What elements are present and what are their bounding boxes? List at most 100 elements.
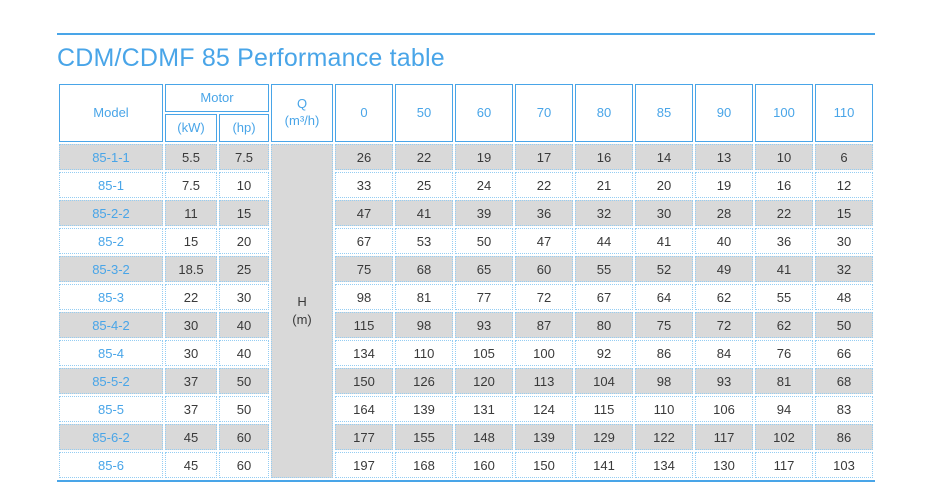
table-row: 85-4-2 30 40 115 98 93 87 80 75 72 62 50 <box>59 312 874 338</box>
motor-hp-cell: 10 <box>219 172 270 198</box>
value-cell: 150 <box>335 368 394 394</box>
value-cell: 115 <box>335 312 394 338</box>
value-cell: 110 <box>395 340 454 366</box>
q-unit: (m³/h) <box>284 113 320 128</box>
value-cell: 19 <box>455 144 514 170</box>
value-cell: 12 <box>815 172 874 198</box>
h-label: H <box>297 294 307 310</box>
value-cell: 22 <box>755 200 814 226</box>
value-cell: 41 <box>755 256 814 282</box>
value-cell: 55 <box>575 256 634 282</box>
header-motor-kw: (kW) <box>165 114 217 142</box>
header-row-top: Model Motor Q (m³/h) 0 50 60 70 80 85 90 100 110 <box>59 84 874 142</box>
motor-hp-cell: 60 <box>219 452 270 478</box>
value-cell: 39 <box>455 200 514 226</box>
value-cell: 148 <box>455 424 514 450</box>
value-cell: 81 <box>395 284 454 310</box>
value-cell: 16 <box>755 172 814 198</box>
header-motor-hp: (hp) <box>219 114 270 142</box>
value-cell: 16 <box>575 144 634 170</box>
motor-hp-cell: 40 <box>219 340 270 366</box>
motor-hp-cell: 7.5 <box>219 144 270 170</box>
h-unit: (m) <box>292 312 312 327</box>
motor-hp-cell: 40 <box>219 312 270 338</box>
value-cell: 110 <box>635 396 694 422</box>
value-cell: 102 <box>755 424 814 450</box>
value-cell: 68 <box>395 256 454 282</box>
value-cell: 84 <box>695 340 754 366</box>
value-cell: 62 <box>755 312 814 338</box>
table-row: 85-4 30 40 134 110 105 100 92 86 84 76 66 <box>59 340 874 366</box>
value-cell: 66 <box>815 340 874 366</box>
model-cell: 85-4 <box>59 340 163 366</box>
value-cell: 47 <box>515 228 574 254</box>
value-cell: 22 <box>515 172 574 198</box>
value-cell: 139 <box>395 396 454 422</box>
value-cell: 98 <box>395 312 454 338</box>
model-cell: 85-2-2 <box>59 200 163 226</box>
motor-kw-cell: 30 <box>165 340 217 366</box>
value-cell: 64 <box>635 284 694 310</box>
value-cell: 177 <box>335 424 394 450</box>
value-cell: 50 <box>455 228 514 254</box>
performance-sheet: CDM/CDMF 85 Performance table Model Moto… <box>57 0 875 482</box>
value-cell: 60 <box>515 256 574 282</box>
motor-kw-cell: 30 <box>165 312 217 338</box>
value-cell: 115 <box>575 396 634 422</box>
value-cell: 76 <box>755 340 814 366</box>
model-cell: 85-6-2 <box>59 424 163 450</box>
value-cell: 122 <box>635 424 694 450</box>
value-cell: 103 <box>815 452 874 478</box>
value-cell: 134 <box>635 452 694 478</box>
model-cell: 85-5 <box>59 396 163 422</box>
value-cell: 87 <box>515 312 574 338</box>
value-cell: 21 <box>575 172 634 198</box>
value-cell: 164 <box>335 396 394 422</box>
value-cell: 117 <box>755 452 814 478</box>
motor-kw-cell: 18.5 <box>165 256 217 282</box>
value-cell: 40 <box>695 228 754 254</box>
value-cell: 86 <box>815 424 874 450</box>
motor-hp-cell: 15 <box>219 200 270 226</box>
value-cell: 14 <box>635 144 694 170</box>
value-cell: 104 <box>575 368 634 394</box>
motor-kw-cell: 11 <box>165 200 217 226</box>
value-cell: 197 <box>335 452 394 478</box>
value-cell: 53 <box>395 228 454 254</box>
value-cell: 15 <box>815 200 874 226</box>
model-cell: 85-6 <box>59 452 163 478</box>
value-cell: 94 <box>755 396 814 422</box>
value-cell: 48 <box>815 284 874 310</box>
value-cell: 98 <box>335 284 394 310</box>
value-cell: 22 <box>395 144 454 170</box>
header-motor: Motor <box>165 84 270 112</box>
value-cell: 32 <box>575 200 634 226</box>
value-cell: 52 <box>635 256 694 282</box>
value-cell: 6 <box>815 144 874 170</box>
value-cell: 44 <box>575 228 634 254</box>
value-cell: 130 <box>695 452 754 478</box>
value-cell: 55 <box>755 284 814 310</box>
value-cell: 20 <box>635 172 694 198</box>
value-cell: 124 <box>515 396 574 422</box>
table-row: 85-2 15 20 67 53 50 47 44 41 40 36 30 <box>59 228 874 254</box>
value-cell: 129 <box>575 424 634 450</box>
header-flow-110: 110 <box>815 84 874 142</box>
header-flow-85: 85 <box>635 84 694 142</box>
value-cell: 28 <box>695 200 754 226</box>
value-cell: 81 <box>755 368 814 394</box>
header-flow-70: 70 <box>515 84 574 142</box>
header-flow-50: 50 <box>395 84 454 142</box>
value-cell: 134 <box>335 340 394 366</box>
value-cell: 155 <box>395 424 454 450</box>
head-meters-cell: H (m) <box>271 144 334 478</box>
table-row: 85-3 22 30 98 81 77 72 67 64 62 55 48 <box>59 284 874 310</box>
model-cell: 85-4-2 <box>59 312 163 338</box>
value-cell: 141 <box>575 452 634 478</box>
header-model: Model <box>59 84 163 142</box>
table-row: 85-3-2 18.5 25 75 68 65 60 55 52 49 41 32 <box>59 256 874 282</box>
q-label: Q <box>296 96 308 112</box>
header-flow-100: 100 <box>755 84 814 142</box>
value-cell: 120 <box>455 368 514 394</box>
value-cell: 32 <box>815 256 874 282</box>
